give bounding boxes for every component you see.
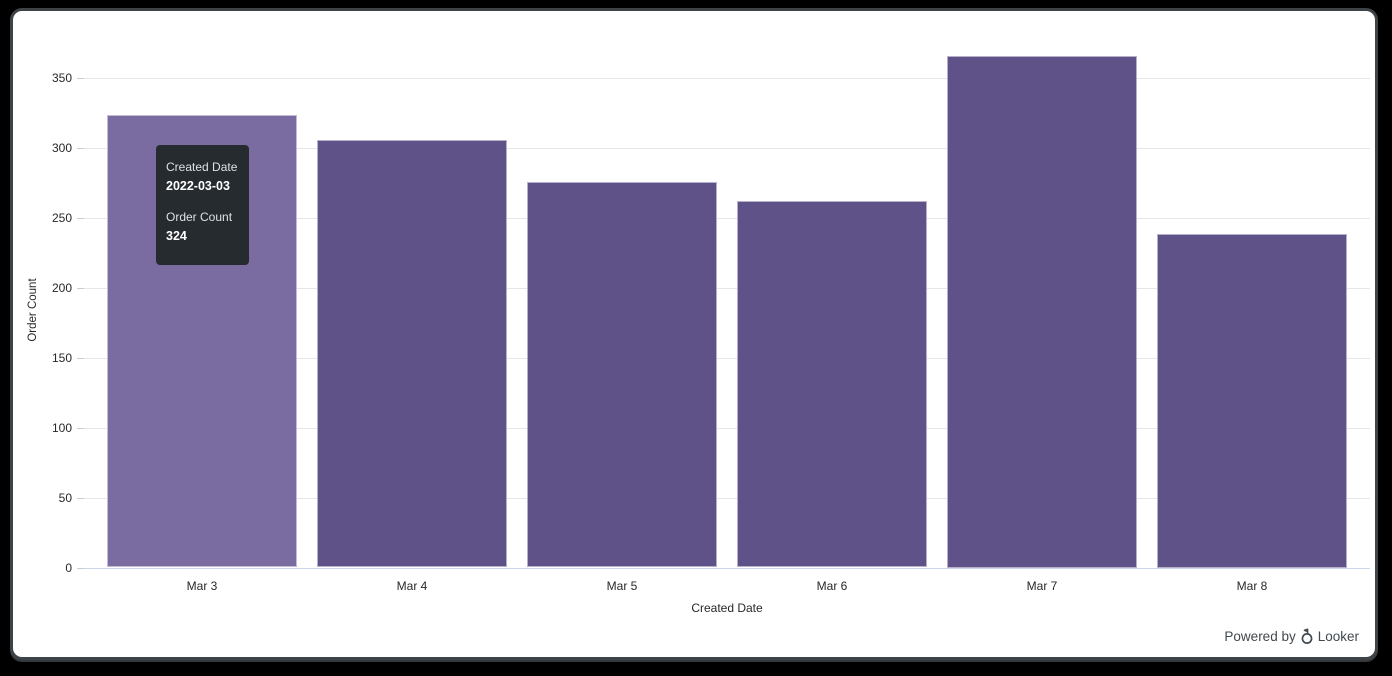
tooltip-measure-label: Order Count xyxy=(166,210,233,224)
y-tick-mark xyxy=(77,357,84,359)
y-tick-label-350: 350 xyxy=(51,71,72,86)
y-tick-mark xyxy=(77,288,84,289)
powered-by-text: Powered by xyxy=(1224,629,1296,644)
x-tick-label-mar-4: Mar 4 xyxy=(396,578,428,593)
y-tick-mark xyxy=(77,497,84,499)
x-tick-label-mar-6: Mar 6 xyxy=(816,578,848,593)
bar-mar-4[interactable] xyxy=(317,139,507,568)
x-axis-line xyxy=(84,567,1370,569)
bar-mar-7[interactable] xyxy=(947,56,1137,568)
chart-card: Order Count Created Date Created Date 20… xyxy=(10,8,1378,660)
x-axis-title: Created Date xyxy=(691,601,763,615)
gridline-y-300 xyxy=(84,148,1370,150)
hover-tooltip: Created Date 2022-03-03 Order Count 324 xyxy=(156,145,249,265)
y-tick-label-50: 50 xyxy=(58,490,72,505)
powered-by-looker[interactable]: Powered by Looker xyxy=(1224,628,1359,645)
tooltip-dimension-value: 2022-03-03 xyxy=(166,179,230,193)
y-tick-label-200: 200 xyxy=(51,281,72,295)
tooltip-measure-value: 324 xyxy=(166,229,187,243)
bar-mar-6[interactable] xyxy=(737,201,927,568)
y-tick-label-250: 250 xyxy=(51,211,72,226)
y-tick-mark xyxy=(77,567,84,569)
y-tick-label-300: 300 xyxy=(51,141,72,156)
gridline-y-250 xyxy=(84,218,1370,220)
y-tick-mark xyxy=(77,427,84,429)
bar-mar-8[interactable] xyxy=(1157,233,1347,568)
looker-brand-text: Looker xyxy=(1317,629,1359,644)
x-tick-label-mar-8: Mar 8 xyxy=(1236,578,1268,593)
x-tick-label-mar-5: Mar 5 xyxy=(606,578,638,593)
y-tick-mark xyxy=(77,78,84,80)
y-tick-label-0: 0 xyxy=(65,560,72,575)
x-tick-label-mar-7: Mar 7 xyxy=(1026,578,1058,593)
gridline-y-150 xyxy=(84,357,1370,359)
gridline-y-100 xyxy=(84,427,1370,429)
gridline-y-200 xyxy=(84,288,1370,289)
tooltip-dimension-label: Created Date xyxy=(166,160,238,174)
y-tick-mark xyxy=(77,218,84,220)
y-tick-label-150: 150 xyxy=(51,350,72,365)
tooltip-spacer xyxy=(166,196,239,208)
y-tick-label-100: 100 xyxy=(51,420,72,435)
gridline-y-350 xyxy=(84,78,1370,80)
bar-mar-5[interactable] xyxy=(527,181,717,568)
looker-logo-icon xyxy=(1300,628,1314,645)
x-tick-label-mar-3: Mar 3 xyxy=(186,578,218,593)
y-tick-mark xyxy=(77,148,84,150)
bar-chart: Order Count Created Date Created Date 20… xyxy=(13,11,1375,657)
y-axis-title: Order Count xyxy=(27,278,39,342)
gridline-y-50 xyxy=(84,497,1370,499)
